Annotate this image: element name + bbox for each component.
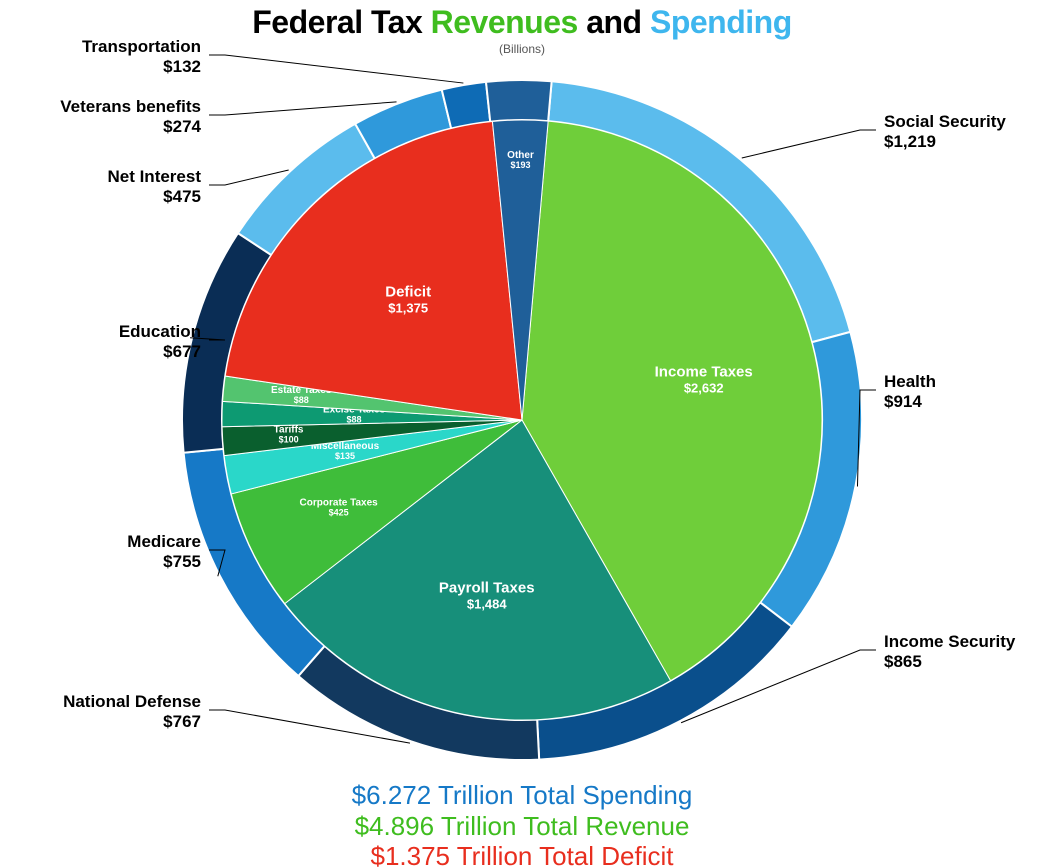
totals-block: $6.272 Trillion Total Spending$4.896 Tri…: [0, 780, 1044, 867]
outer-slice: [442, 82, 491, 129]
outer-label: Net Interest$475: [107, 167, 201, 206]
inner-slice-label: Deficit$1,375: [385, 284, 431, 316]
inner-slice-label: Other$193: [507, 150, 534, 170]
outer-label: Income Security$865: [884, 632, 1015, 671]
totals-line: $6.272 Trillion Total Spending: [0, 780, 1044, 811]
leader-line: [209, 102, 397, 115]
outer-label: Health$914: [884, 372, 936, 411]
outer-slice: [486, 80, 552, 122]
outer-label: National Defense$767: [63, 692, 201, 731]
outer-label: Social Security$1,219: [884, 112, 1006, 151]
leader-line: [742, 130, 876, 158]
leader-line: [209, 55, 463, 83]
chart-stage: { "title": { "prefix": "Federal Tax ", "…: [0, 0, 1044, 867]
outer-label: Veterans benefits$274: [60, 97, 201, 136]
outer-label: Medicare$755: [127, 532, 201, 571]
totals-line: $1.375 Trillion Total Deficit: [0, 841, 1044, 867]
inner-slice: [225, 121, 522, 420]
outer-label: Transportation$132: [82, 37, 201, 76]
totals-line: $4.896 Trillion Total Revenue: [0, 811, 1044, 842]
leader-line: [209, 170, 289, 185]
outer-label: Education$677: [119, 322, 201, 361]
